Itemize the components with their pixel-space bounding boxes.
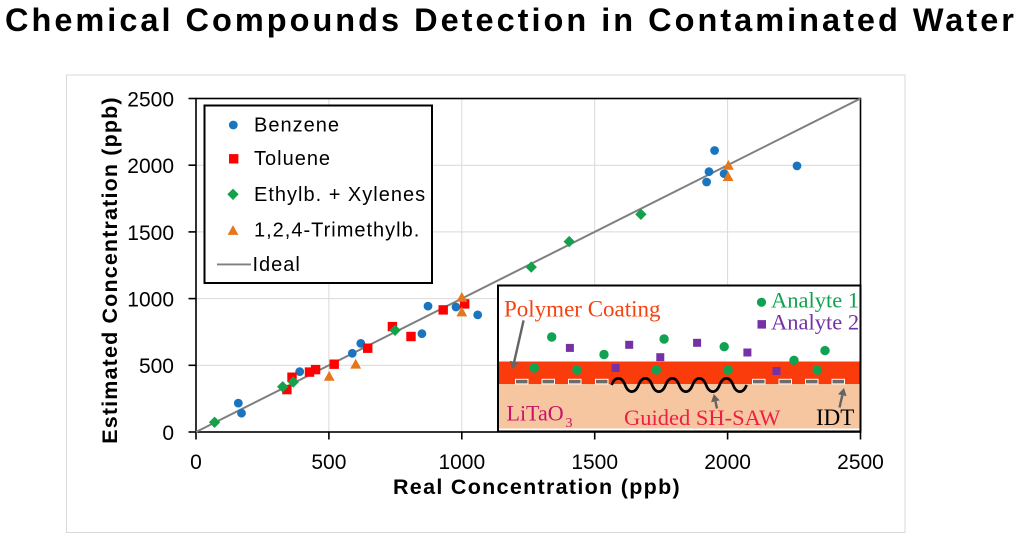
svg-text:0: 0	[190, 451, 202, 474]
svg-text:1000: 1000	[127, 289, 174, 312]
svg-text:Real Concentration (ppb): Real Concentration (ppb)	[393, 475, 681, 499]
svg-text:Ethylb. + Xylenes: Ethylb. + Xylenes	[254, 184, 426, 206]
svg-text:1500: 1500	[571, 451, 618, 474]
svg-text:Analyte 1: Analyte 1	[771, 288, 859, 313]
svg-text:500: 500	[311, 451, 346, 474]
svg-text:2500: 2500	[837, 451, 884, 474]
svg-text:1,2,4-Trimethylb.: 1,2,4-Trimethylb.	[254, 220, 420, 242]
svg-text:Analyte 2: Analyte 2	[771, 310, 859, 335]
svg-text:Chemical Compounds Detection i: Chemical Compounds Detection in Contamin…	[5, 2, 1017, 38]
svg-text:Toluene: Toluene	[254, 148, 331, 170]
svg-text:IDT: IDT	[816, 405, 854, 430]
svg-text:1000: 1000	[438, 451, 485, 474]
svg-text:Ideal: Ideal	[253, 254, 301, 276]
svg-text:Polymer Coating: Polymer Coating	[504, 297, 661, 322]
svg-text:Benzene: Benzene	[254, 115, 340, 137]
svg-text:Estimated Concentration (ppb): Estimated Concentration (ppb)	[98, 96, 122, 444]
svg-text:3: 3	[566, 416, 573, 431]
svg-text:0: 0	[162, 422, 174, 445]
svg-text:2500: 2500	[127, 88, 174, 111]
svg-text:1500: 1500	[127, 222, 174, 245]
svg-text:LiTaO: LiTaO	[507, 401, 564, 426]
svg-text:2000: 2000	[127, 155, 174, 178]
svg-text:500: 500	[139, 355, 174, 378]
svg-text:Guided SH-SAW: Guided SH-SAW	[624, 405, 781, 430]
svg-text:2000: 2000	[704, 451, 751, 474]
